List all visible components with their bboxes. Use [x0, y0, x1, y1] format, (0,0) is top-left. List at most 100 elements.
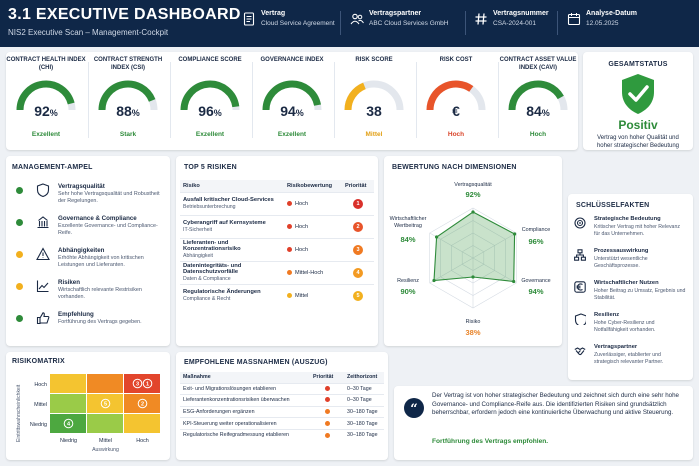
ampel-item: Empfehlung Fortführung des Vertrags gegeb… [14, 310, 164, 340]
matrix-marker [63, 418, 74, 429]
measure-priority-cell [310, 405, 344, 418]
kpi-status: Exzellent [195, 131, 225, 138]
gauge-fill [180, 80, 240, 111]
kpi-card: CONTRACT HEALTH INDEX (CHI) 92% Exzellent [6, 52, 86, 150]
meta-value: 12.05.2025 [586, 20, 619, 27]
meta-label: Analyse-Datum [586, 10, 637, 17]
ampel-item-title: Abhängigkeiten [58, 247, 105, 254]
kpi-gauge [426, 80, 486, 111]
gauge-fill [426, 80, 474, 111]
table-row[interactable]: Datenintegritäts- und Datenschutzvorfäll… [180, 260, 374, 284]
dimensions-title: BEWERTUNG NACH DIMENSIONEN [392, 164, 517, 171]
massnahmen-title: EMPFOHLENE MASSNAHMEN (AUSZUG) [184, 359, 328, 366]
matrix-cell [87, 394, 123, 413]
measure-name-cell: ESG-Anforderungen ergänzen [180, 405, 310, 418]
kpi-title: CONTRACT STRENGTH INDEX (CSI) [93, 57, 163, 71]
top-risks-table: Risiko Risikobewertung Priorität Ausfall… [180, 180, 374, 307]
ampel-item-desc: Sehr hohe Vertragsqualität und Robusthei… [58, 191, 160, 204]
keyfact-title: Prozessauswirkung [594, 248, 649, 254]
gauge-fill [98, 80, 156, 111]
kpi-gauge [98, 80, 158, 111]
radar-axis-label: Resilienz [397, 278, 419, 284]
kpi-divider [170, 62, 171, 138]
table-row[interactable]: Exit- und Migrationslösungen etablieren 0… [180, 382, 384, 395]
kpi-card: GOVERNANCE INDEX 94% Exzellent [252, 52, 332, 150]
table-row[interactable]: KPI-Steuerung weiter operationalisieren 3… [180, 417, 384, 430]
kpi-title: RISK COST [439, 57, 473, 63]
radar-point [513, 232, 517, 236]
ampel-item-title: Risiken [58, 279, 81, 286]
header-bar: 3.1 EXECUTIVE DASHBOARD NIS2 Executive S… [0, 0, 699, 47]
risk-priority-cell: 2 [342, 214, 374, 238]
measure-time-cell: 0–30 Tage [344, 382, 384, 395]
meta-label: Vertrag [261, 10, 286, 17]
risk-name-cell: Ausfall kritischer Cloud-Services Betrieb… [180, 191, 284, 215]
risk-name-cell: Cyberangriff auf Kernsysteme IT-Sicherhei… [180, 214, 284, 238]
col-header: Priorität [310, 372, 344, 383]
kpi-title: GOVERNANCE INDEX [260, 57, 324, 63]
risk-name-cell: Datenintegritäts- und Datenschutzvorfäll… [180, 260, 284, 284]
target-icon [574, 217, 586, 229]
status-dot [16, 251, 23, 258]
keyfact-title: Strategische Bedeutung [594, 216, 661, 222]
radar-value-label: 90% [400, 287, 415, 296]
radar-point [435, 235, 439, 239]
keyfact-desc: Zuverlässiger, etablierter und strategis… [594, 352, 664, 365]
risk-priority-cell: 3 [342, 237, 374, 261]
ampel-item: Abhängigkeiten Erhöhte Abhängigkeit von k… [14, 246, 164, 276]
matrix-marker-label: 4 [67, 422, 71, 428]
ampel-title: MANAGEMENT-AMPEL [12, 164, 93, 171]
col-header: Risikobewertung [284, 180, 342, 192]
table-row[interactable]: Cyberangriff auf Kernsysteme IT-Sicherhei… [180, 214, 374, 238]
keyfact-desc: Hoher Beitrag zu Umsatz, Ergebnis und St… [594, 288, 686, 301]
radar-axis [429, 257, 474, 284]
table-row[interactable]: Lieferantenkonzentrationsrisiken überwac… [180, 394, 384, 407]
kpi-title: COMPLIANCE SCORE [178, 57, 242, 63]
keyfacts-card: SCHLÜSSELFAKTEN Strategische Bedeutung Kr… [568, 194, 693, 380]
matrix-cell [87, 414, 123, 433]
kpi-value: € [452, 103, 460, 119]
hash-icon [475, 13, 487, 25]
ampel-item-title: Empfehlung [58, 311, 94, 318]
risk-rating-cell: Hoch [284, 191, 342, 215]
matrix-row-label: Hoch [34, 382, 47, 388]
risk-rating-cell: Mittel-Hoch [284, 260, 342, 284]
risk-name-cell: Regulatorische Änderungen Compliance & Re… [180, 283, 284, 307]
radar-value-label: 84% [400, 235, 415, 244]
meta-label: Vertragspartner [369, 10, 422, 17]
warning-icon [36, 247, 50, 261]
quote-icon: “ [404, 398, 424, 418]
matrix-marker-label: 5 [104, 402, 107, 408]
management-ampel-card: MANAGEMENT-AMPEL Vertragsqualität Sehr ho… [6, 156, 170, 346]
ampel-item-desc: Wirtschaftlich relevante Restrisiken vor… [58, 287, 142, 300]
table-row[interactable]: Lieferanten- und Konzentrationsrisiko Abh… [180, 237, 374, 261]
table-row[interactable]: Regulatorische Reifegradmessung etablier… [180, 428, 384, 441]
keyfact-item: Wirtschaftlicher Nutzen Hoher Beitrag zu … [574, 280, 686, 312]
radar-axis-label: Wertbeitrag [394, 223, 422, 229]
risk-name-cell: Lieferanten- und Konzentrationsrisiko Abh… [180, 237, 284, 261]
dimensions-card: BEWERTUNG NACH DIMENSIONEN Vertragsquali… [384, 156, 562, 346]
measure-name-cell: Lieferantenkonzentrationsrisiken überwac… [180, 394, 310, 407]
kpi-divider [88, 62, 89, 138]
meta-vertragspartner: Vertragspartner ABC Cloud Services GmbH [350, 10, 448, 38]
table-row[interactable]: Ausfall kritischer Cloud-Services Betrieb… [180, 191, 374, 215]
kpi-card: RISK SCORE 38 Mittel [334, 52, 414, 150]
meta-value: Cloud Service Agreement [261, 20, 335, 27]
keyfact-item: Prozessauswirkung Unterstützt wesentliche… [574, 248, 686, 280]
status-dot [16, 315, 23, 322]
risk-priority-cell: 5 [342, 283, 374, 307]
matrix-cell [87, 374, 123, 393]
status-dot [16, 219, 23, 226]
radar-point [471, 210, 475, 214]
kpi-title: RISK SCORE [355, 57, 393, 63]
shield-icon [36, 183, 50, 197]
ampel-item-desc: Exzellente Governance- und Compliance-Re… [58, 223, 158, 236]
radar-value-label: 96% [528, 237, 543, 246]
meta-divider [340, 11, 341, 35]
kpi-gauge [508, 80, 568, 111]
table-row[interactable]: ESG-Anforderungen ergänzen 30–180 Tage [180, 405, 384, 418]
matrix-cell [124, 414, 160, 433]
table-row[interactable]: Regulatorische Änderungen Compliance & Re… [180, 283, 374, 307]
measure-priority-cell [310, 417, 344, 430]
matrix-marker [100, 398, 111, 409]
